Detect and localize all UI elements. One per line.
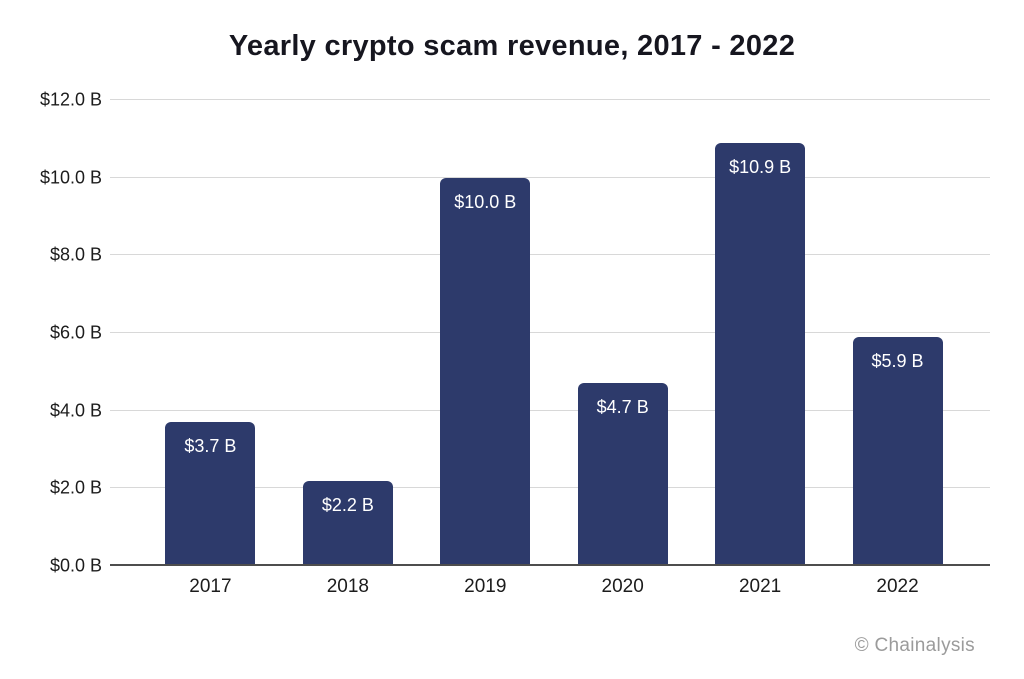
bar-2017: $3.7 B bbox=[165, 422, 256, 566]
bar-2020: $4.7 B bbox=[577, 383, 668, 566]
y-tick-label: $10.0 B bbox=[39, 167, 102, 188]
bar-value-label: $2.2 B bbox=[321, 494, 374, 515]
bars-row: $3.7 B $2.2 B $10.0 B $4.7 B $10.9 B $5.9 B bbox=[118, 100, 990, 566]
x-axis-line bbox=[110, 564, 990, 566]
bar-2021: $10.9 B bbox=[715, 142, 806, 566]
bar-value-label: $5.9 B bbox=[871, 350, 924, 371]
y-tick-label: $8.0 B bbox=[49, 244, 102, 265]
bar-value-label: $10.0 B bbox=[454, 191, 517, 212]
x-tick-label-2017: 2017 bbox=[189, 576, 232, 597]
bar-2022: $5.9 B bbox=[852, 336, 943, 566]
y-tick-label: $4.0 B bbox=[49, 400, 102, 421]
gridline bbox=[110, 99, 990, 100]
x-axis-labels: 2017 2018 2019 2020 2021 2022 bbox=[118, 576, 990, 598]
x-tick-label-2021: 2021 bbox=[738, 576, 782, 597]
y-tick-label: $0.0 B bbox=[49, 555, 102, 576]
gridline bbox=[110, 176, 990, 178]
plot-area: $3.7 B $2.2 B $10.0 B $4.7 B $10.9 B $5.9 B $… bbox=[40, 90, 990, 576]
x-tick-label-2018: 2018 bbox=[326, 576, 369, 597]
x-tick-label-2022: 2022 bbox=[876, 576, 919, 597]
bar-2018: $2.2 B bbox=[302, 480, 393, 566]
y-tick-label: $12.0 B bbox=[39, 89, 102, 110]
bar-value-label: $10.9 B bbox=[729, 156, 792, 177]
gridline bbox=[110, 332, 990, 333]
watermark: © Chainalysis bbox=[854, 635, 975, 656]
bar-2019: $10.0 B bbox=[440, 177, 531, 566]
gridline bbox=[110, 487, 990, 489]
x-tick-label-2019: 2019 bbox=[464, 576, 507, 597]
gridline bbox=[110, 254, 990, 256]
y-tick-label: $2.0 B bbox=[49, 477, 102, 498]
x-tick-label-2020: 2020 bbox=[601, 576, 644, 597]
chart-title: Yearly crypto scam revenue, 2017 - 2022 bbox=[228, 30, 796, 62]
y-tick-label: $6.0 B bbox=[49, 322, 102, 343]
gridline bbox=[110, 409, 990, 411]
bar-value-label: $3.7 B bbox=[184, 436, 237, 457]
bar-value-label: $4.7 B bbox=[596, 397, 649, 418]
